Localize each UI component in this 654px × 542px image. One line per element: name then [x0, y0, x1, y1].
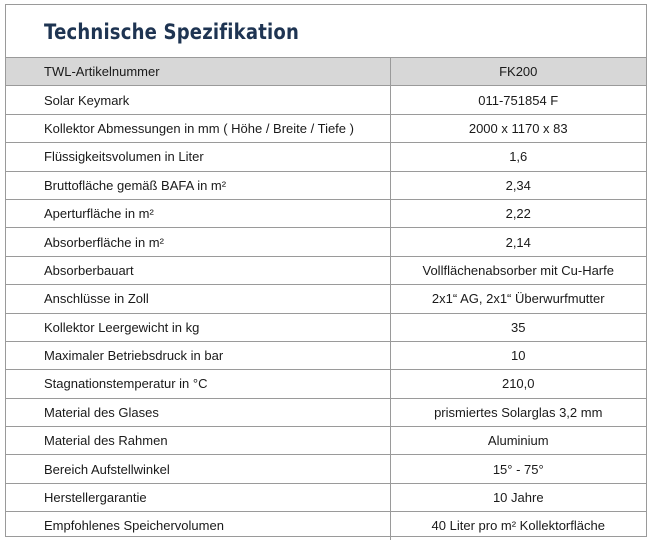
- row-label: Material des Glases: [6, 397, 391, 427]
- table-row: Flüssigkeitsvolumen in Liter 1,6: [6, 142, 646, 172]
- table-row: Bereich Aufstellwinkel 15° - 75°: [6, 454, 646, 484]
- spec-table: TWL-Artikelnummer FK200 Solar Keymark 01…: [6, 56, 646, 540]
- title-area: Technische Spezifikation: [6, 5, 646, 57]
- table-row: Material des Rahmen Aluminium: [6, 426, 646, 455]
- row-value: 40 Liter pro m² Kollektorfläche: [390, 511, 646, 540]
- table-row: Kollektor Leergewicht in kg 35: [6, 312, 646, 342]
- page-title: Technische Spezifikation: [44, 20, 299, 44]
- row-value: Aluminium: [390, 426, 646, 455]
- table-row: Kollektor Abmessungen in mm ( Höhe / Bre…: [6, 113, 646, 143]
- row-label: Stagnationstemperatur in °C: [6, 369, 391, 399]
- spec-table-body: TWL-Artikelnummer FK200 Solar Keymark 01…: [6, 56, 646, 540]
- row-value: prismiertes Solarglas 3,2 mm: [390, 397, 646, 427]
- table-row: Herstellergarantie 10 Jahre: [6, 482, 646, 512]
- spec-table-frame: Technische Spezifikation TWL-Artikelnumm…: [5, 4, 647, 540]
- row-label: Absorberbauart: [6, 255, 391, 285]
- row-label: Kollektor Leergewicht in kg: [6, 312, 391, 342]
- table-row: Empfohlenes Speichervolumen 40 Liter pro…: [6, 511, 646, 540]
- table-row: Bruttofläche gemäß BAFA in m² 2,34: [6, 170, 646, 200]
- row-value: 2x1“ AG, 2x1“ Überwurfmutter: [390, 284, 646, 314]
- row-label: Absorberfläche in m²: [6, 227, 391, 257]
- row-label: Anschlüsse in Zoll: [6, 284, 391, 314]
- table-row: Solar Keymark 011-751854 F: [6, 85, 646, 115]
- row-value: 2,14: [390, 227, 646, 257]
- row-value: 1,6: [390, 142, 646, 172]
- table-row: Aperturfläche in m² 2,22: [6, 198, 646, 228]
- row-value: 35: [390, 312, 646, 342]
- table-header-row: TWL-Artikelnummer FK200: [6, 56, 646, 86]
- table-row: Absorberbauart Vollflächenabsorber mit C…: [6, 255, 646, 285]
- table-row: Stagnationstemperatur in °C 210,0: [6, 369, 646, 399]
- row-label: Empfohlenes Speichervolumen: [6, 511, 391, 540]
- row-value: 2,22: [390, 198, 646, 228]
- row-value: Vollflächenabsorber mit Cu-Harfe: [390, 255, 646, 285]
- table-row: Material des Glases prismiertes Solargla…: [6, 397, 646, 427]
- row-value: 2000 x 1170 x 83: [390, 113, 646, 143]
- row-label: Maximaler Betriebsdruck in bar: [6, 340, 391, 370]
- row-label: Kollektor Abmessungen in mm ( Höhe / Bre…: [6, 113, 391, 143]
- row-value: 10: [390, 340, 646, 370]
- table-row: Absorberfläche in m² 2,14: [6, 227, 646, 257]
- table-row: Anschlüsse in Zoll 2x1“ AG, 2x1“ Überwur…: [6, 284, 646, 314]
- row-value: 011-751854 F: [390, 85, 646, 115]
- row-label: Aperturfläche in m²: [6, 198, 391, 228]
- row-value: 15° - 75°: [390, 454, 646, 484]
- row-label: Bereich Aufstellwinkel: [6, 454, 391, 484]
- row-value: 10 Jahre: [390, 482, 646, 512]
- header-label: TWL-Artikelnummer: [6, 56, 391, 86]
- row-label: Flüssigkeitsvolumen in Liter: [6, 142, 391, 172]
- row-label: Solar Keymark: [6, 85, 391, 115]
- table-row: Maximaler Betriebsdruck in bar 10: [6, 340, 646, 370]
- header-value: FK200: [390, 56, 646, 86]
- row-label: Material des Rahmen: [6, 426, 391, 455]
- row-value: 2,34: [390, 170, 646, 200]
- row-label: Bruttofläche gemäß BAFA in m²: [6, 170, 391, 200]
- row-label: Herstellergarantie: [6, 482, 391, 512]
- row-value: 210,0: [390, 369, 646, 399]
